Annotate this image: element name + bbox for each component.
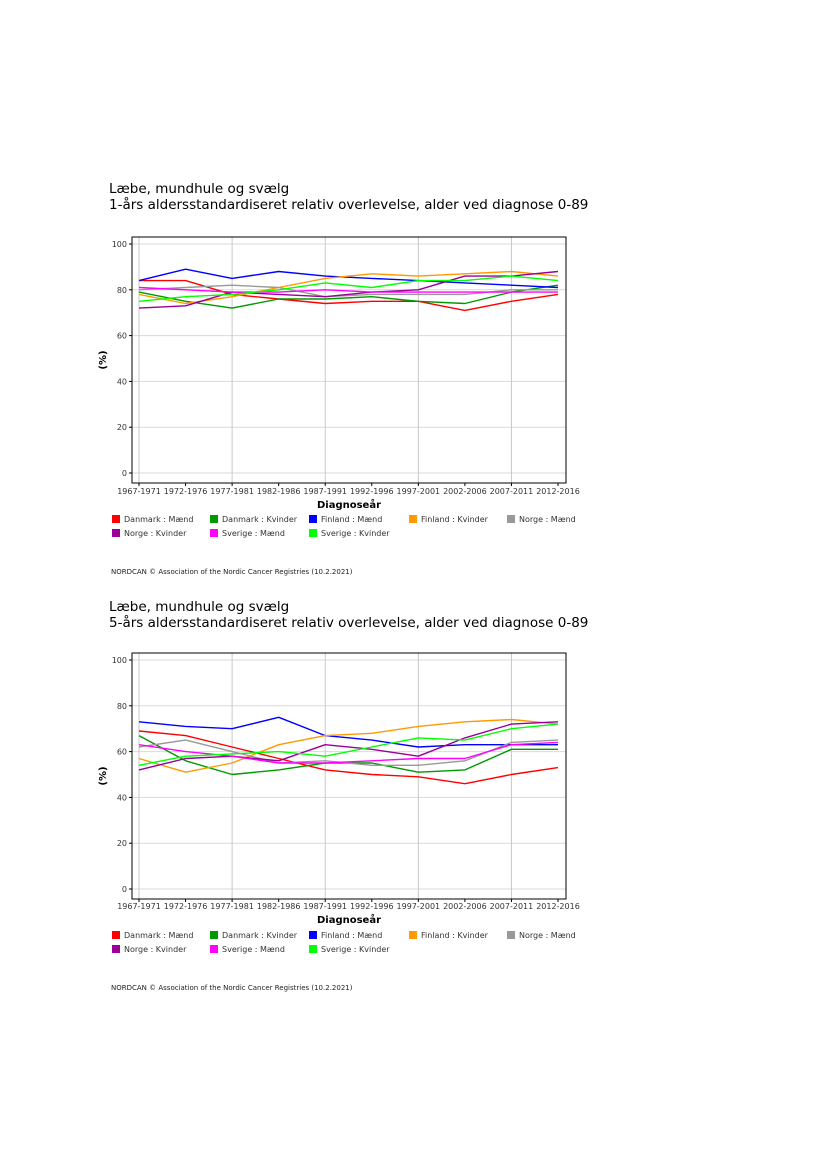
series-line-7 bbox=[138, 723, 559, 766]
x-tick-label: 1992-1996 bbox=[350, 487, 394, 496]
series-line-6 bbox=[138, 286, 558, 293]
legend-label: Norge : Kvinder bbox=[124, 529, 187, 538]
y-tick-label: 40 bbox=[117, 793, 127, 802]
legend-swatch bbox=[409, 515, 417, 523]
legend-label: Danmark : Kvinder bbox=[222, 515, 298, 524]
x-tick-label: 2012-2016 bbox=[536, 487, 580, 496]
series-line-3 bbox=[138, 270, 559, 305]
legend-swatch bbox=[112, 945, 120, 953]
legend-swatch bbox=[309, 931, 317, 939]
legend-label: Finland : Mænd bbox=[321, 515, 382, 524]
legend-label: Norge : Mænd bbox=[519, 515, 576, 524]
legend-label: Danmark : Mænd bbox=[124, 931, 193, 940]
y-tick-label: 100 bbox=[112, 656, 127, 665]
x-tick-label: 1972-1976 bbox=[164, 487, 208, 496]
legend-label: Finland : Kvinder bbox=[421, 931, 489, 940]
y-tick-label: 100 bbox=[112, 240, 127, 249]
legend-swatch bbox=[507, 931, 515, 939]
y-tick-label: 60 bbox=[117, 748, 127, 757]
legend-label: Sverige : Mænd bbox=[222, 945, 285, 954]
x-tick-label: 2012-2016 bbox=[536, 902, 580, 911]
legend-swatch bbox=[210, 931, 218, 939]
series-line-2 bbox=[138, 716, 558, 748]
x-axis-title: Diagnoseår bbox=[317, 498, 381, 511]
y-axis-title: (%) bbox=[98, 350, 109, 369]
y-tick-label: 0 bbox=[122, 885, 127, 894]
chart-2-title: Læbe, mundhule og svælg bbox=[109, 599, 290, 615]
legend-swatch bbox=[309, 945, 317, 953]
y-tick-label: 0 bbox=[122, 469, 127, 478]
x-tick-label: 1992-1996 bbox=[350, 902, 394, 911]
x-tick-label: 1967-1971 bbox=[117, 487, 161, 496]
y-tick-label: 60 bbox=[117, 332, 127, 341]
x-tick-label: 1967-1971 bbox=[117, 902, 161, 911]
legend-swatch bbox=[309, 515, 317, 523]
chart-1-subtitle: 1-års aldersstandardiseret relativ overl… bbox=[109, 197, 589, 213]
chart-2-footer: NORDCAN © Association of the Nordic Canc… bbox=[111, 984, 353, 992]
legend-label: Sverige : Kvinder bbox=[321, 945, 390, 954]
x-tick-label: 1997-2001 bbox=[397, 487, 441, 496]
series-line-2 bbox=[138, 268, 559, 289]
x-axis-title: Diagnoseår bbox=[317, 913, 381, 926]
x-tick-label: 1987-1991 bbox=[303, 487, 347, 496]
legend-label: Norge : Kvinder bbox=[124, 945, 187, 954]
plot-border bbox=[131, 236, 567, 484]
legend-label: Danmark : Kvinder bbox=[222, 931, 298, 940]
chart-1-footer: NORDCAN © Association of the Nordic Canc… bbox=[111, 568, 353, 576]
x-tick-label: 2007-2011 bbox=[490, 902, 534, 911]
legend-swatch bbox=[309, 529, 317, 537]
series-line-0 bbox=[138, 730, 559, 785]
legend-label: Sverige : Mænd bbox=[222, 529, 285, 538]
y-tick-label: 20 bbox=[117, 839, 127, 848]
legend-label: Finland : Mænd bbox=[321, 931, 382, 940]
legend-label: Norge : Mænd bbox=[519, 931, 576, 940]
x-tick-label: 2007-2011 bbox=[490, 487, 534, 496]
plot-border bbox=[131, 652, 567, 900]
x-tick-label: 2002-2006 bbox=[443, 902, 487, 911]
legend-swatch bbox=[210, 515, 218, 523]
x-tick-label: 2002-2006 bbox=[443, 487, 487, 496]
x-tick-label: 1972-1976 bbox=[164, 902, 208, 911]
x-tick-label: 1977-1981 bbox=[210, 902, 254, 911]
series-line-1 bbox=[138, 284, 559, 309]
y-tick-label: 20 bbox=[117, 423, 127, 432]
x-tick-label: 1977-1981 bbox=[210, 487, 254, 496]
y-tick-label: 80 bbox=[117, 286, 127, 295]
y-tick-label: 40 bbox=[117, 377, 127, 386]
series-line-6 bbox=[138, 741, 559, 764]
legend-swatch bbox=[409, 931, 417, 939]
legend-swatch bbox=[507, 515, 515, 523]
legend-swatch bbox=[210, 529, 218, 537]
legend-swatch bbox=[112, 529, 120, 537]
y-axis-title: (%) bbox=[98, 766, 109, 785]
series-line-3 bbox=[138, 718, 559, 773]
legend-label: Finland : Kvinder bbox=[421, 515, 489, 524]
x-tick-label: 1987-1991 bbox=[303, 902, 347, 911]
legend-label: Danmark : Mænd bbox=[124, 515, 193, 524]
chart-2-subtitle: 5-års aldersstandardiseret relativ overl… bbox=[109, 615, 589, 631]
series-line-7 bbox=[138, 275, 559, 302]
chart-1-title: Læbe, mundhule og svælg bbox=[109, 181, 290, 197]
x-tick-label: 1982-1986 bbox=[257, 487, 301, 496]
legend-swatch bbox=[112, 515, 120, 523]
x-tick-label: 1982-1986 bbox=[257, 902, 301, 911]
y-tick-label: 80 bbox=[117, 702, 127, 711]
series-line-0 bbox=[139, 279, 559, 312]
legend-swatch bbox=[112, 931, 120, 939]
series-line-5 bbox=[138, 721, 559, 771]
legend-swatch bbox=[210, 945, 218, 953]
series-line-5 bbox=[138, 270, 559, 309]
x-tick-label: 1997-2001 bbox=[397, 902, 441, 911]
legend-label: Sverige : Kvinder bbox=[321, 529, 390, 538]
